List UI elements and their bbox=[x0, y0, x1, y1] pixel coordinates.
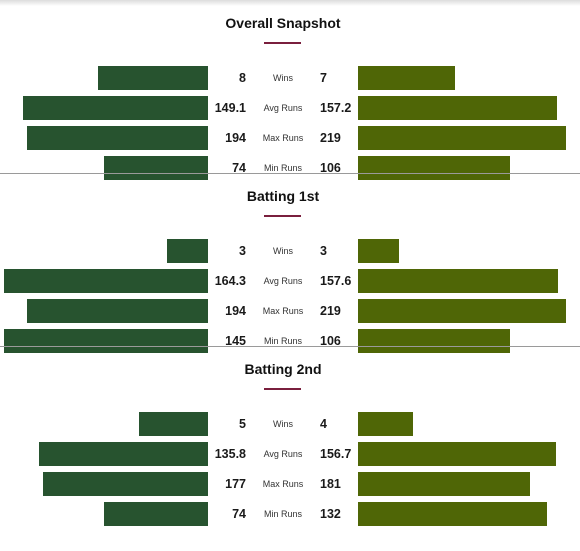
value-right: 157.2 bbox=[320, 101, 352, 115]
stat-row: 145 Min Runs 106 bbox=[0, 329, 580, 353]
value-left: 149.1 bbox=[214, 101, 246, 115]
stat-row: 5 Wins 4 bbox=[0, 412, 580, 436]
metric-label: Wins bbox=[273, 73, 293, 83]
bar-left bbox=[43, 472, 208, 496]
value-right: 219 bbox=[320, 304, 341, 318]
stat-row: 74 Min Runs 132 bbox=[0, 502, 580, 526]
bar-right bbox=[358, 329, 510, 353]
metric-label: Max Runs bbox=[262, 306, 304, 316]
title-underline bbox=[264, 388, 301, 390]
value-right: 4 bbox=[320, 417, 327, 431]
metric-label: Max Runs bbox=[262, 133, 304, 143]
bar-left bbox=[39, 442, 208, 466]
metric-label: Avg Runs bbox=[263, 276, 303, 286]
top-shadow bbox=[0, 0, 580, 6]
section-divider bbox=[0, 346, 580, 347]
bar-left bbox=[23, 96, 208, 120]
metric-label: Wins bbox=[273, 246, 293, 256]
bar-right bbox=[358, 126, 566, 150]
bar-right bbox=[358, 442, 556, 466]
value-right: 106 bbox=[320, 161, 341, 175]
section-title: Batting 1st bbox=[246, 188, 320, 204]
section-0: Overall Snapshot 8 Wins 7 149.1 Avg Runs 157.2… bbox=[0, 0, 580, 180]
stat-row: 194 Max Runs 219 bbox=[0, 126, 580, 150]
metric-label: Min Runs bbox=[263, 163, 302, 173]
stat-row: 3 Wins 3 bbox=[0, 239, 580, 263]
value-right: 181 bbox=[320, 477, 341, 491]
stat-row: 149.1 Avg Runs 157.2 bbox=[0, 96, 580, 120]
value-right: 106 bbox=[320, 334, 341, 348]
title-underline bbox=[264, 42, 301, 44]
section-title: Batting 2nd bbox=[244, 361, 322, 377]
bar-right bbox=[358, 412, 413, 436]
bar-right bbox=[358, 239, 399, 263]
bar-left bbox=[4, 329, 208, 353]
value-right: 157.6 bbox=[320, 274, 352, 288]
value-left: 5 bbox=[239, 417, 246, 431]
bar-left bbox=[98, 66, 208, 90]
metric-label: Avg Runs bbox=[263, 103, 303, 113]
bar-left bbox=[4, 269, 208, 293]
value-left: 145 bbox=[225, 334, 246, 348]
section-title: Overall Snapshot bbox=[225, 15, 341, 31]
value-right: 7 bbox=[320, 71, 327, 85]
section-1: Batting 1st 3 Wins 3 164.3 Avg Runs 157.6 194 Ma… bbox=[0, 173, 580, 353]
value-left: 194 bbox=[225, 131, 246, 145]
bar-right bbox=[358, 299, 566, 323]
value-right: 132 bbox=[320, 507, 341, 521]
value-right: 3 bbox=[320, 244, 327, 258]
stat-row: 164.3 Avg Runs 157.6 bbox=[0, 269, 580, 293]
value-left: 3 bbox=[239, 244, 246, 258]
stat-row: 8 Wins 7 bbox=[0, 66, 580, 90]
bar-right bbox=[358, 472, 530, 496]
value-left: 74 bbox=[232, 161, 246, 175]
stat-row: 194 Max Runs 219 bbox=[0, 299, 580, 323]
metric-label: Max Runs bbox=[262, 479, 304, 489]
value-right: 219 bbox=[320, 131, 341, 145]
section-divider bbox=[0, 173, 580, 174]
stat-row: 177 Max Runs 181 bbox=[0, 472, 580, 496]
value-right: 156.7 bbox=[320, 447, 352, 461]
bar-left bbox=[104, 502, 208, 526]
stat-row: 74 Min Runs 106 bbox=[0, 156, 580, 180]
value-left: 74 bbox=[232, 507, 246, 521]
stat-row: 135.8 Avg Runs 156.7 bbox=[0, 442, 580, 466]
bar-right bbox=[358, 502, 547, 526]
title-underline bbox=[264, 215, 301, 217]
bar-left bbox=[139, 412, 208, 436]
bar-right bbox=[358, 156, 510, 180]
bar-left bbox=[27, 126, 208, 150]
metric-label: Min Runs bbox=[263, 336, 302, 346]
metric-label: Wins bbox=[273, 419, 293, 429]
value-left: 177 bbox=[225, 477, 246, 491]
section-2: Batting 2nd 5 Wins 4 135.8 Avg Runs 156.7 177 Ma… bbox=[0, 346, 580, 526]
bar-right bbox=[358, 96, 557, 120]
metric-label: Min Runs bbox=[263, 509, 302, 519]
metric-label: Avg Runs bbox=[263, 449, 303, 459]
bar-right bbox=[358, 269, 558, 293]
value-left: 194 bbox=[225, 304, 246, 318]
bar-left bbox=[104, 156, 208, 180]
bar-left bbox=[27, 299, 208, 323]
value-left: 135.8 bbox=[214, 447, 246, 461]
value-left: 164.3 bbox=[214, 274, 246, 288]
value-left: 8 bbox=[239, 71, 246, 85]
bar-left bbox=[167, 239, 208, 263]
bar-right bbox=[358, 66, 455, 90]
